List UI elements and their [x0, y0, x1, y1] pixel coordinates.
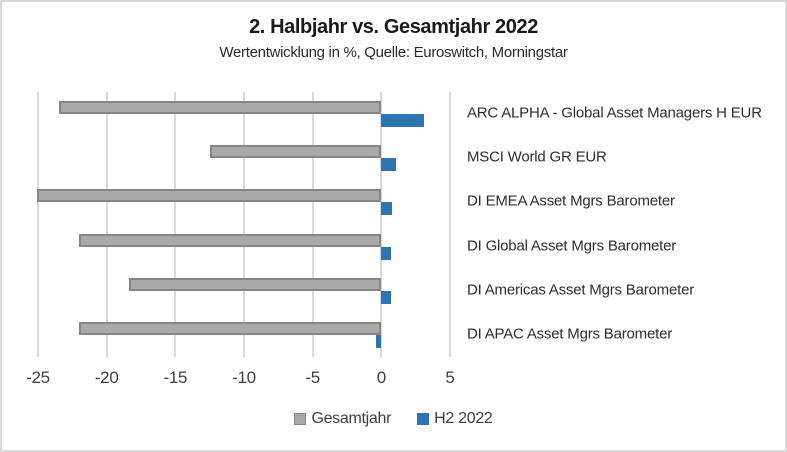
bar-h2-2022-2 — [381, 202, 393, 216]
bar-gesamtjahr-3 — [79, 233, 382, 247]
gridline-0 — [380, 92, 383, 357]
category-label-3: DI Global Asset Mgrs Barometer — [467, 237, 677, 255]
tick-label--20: -20 — [94, 368, 119, 387]
bar-h2-2022-1 — [381, 158, 397, 172]
chart-subtitle: Wertentwicklung in %, Quelle: Euroswitch… — [219, 44, 568, 61]
gridline--15 — [174, 92, 177, 357]
category-label-1: MSCI World GR EUR — [467, 148, 607, 166]
legend: Gesamtjahr H2 2022 — [2, 410, 785, 428]
gridline--5 — [311, 92, 314, 357]
legend-swatch-icon — [417, 413, 430, 425]
plot-area — [36, 92, 451, 357]
bar-h2-2022-4 — [381, 290, 391, 304]
category-label-2: DI EMEA Asset Mgrs Barometer — [467, 192, 675, 210]
tick-label--5: -5 — [305, 368, 320, 387]
chart-title: 2. Halbjahr vs. Gesamtjahr 2022 — [249, 16, 538, 38]
gridline--10 — [243, 92, 245, 357]
bar-gesamtjahr-2 — [36, 189, 382, 203]
bar-gesamtjahr-1 — [209, 145, 382, 159]
tick-label--25: -25 — [26, 368, 50, 387]
gridline--20 — [105, 92, 108, 357]
bar-h2-2022-3 — [381, 246, 391, 260]
bar-gesamtjahr-0 — [58, 101, 382, 115]
tick-label--10: -10 — [232, 368, 256, 387]
bar-gesamtjahr-5 — [79, 321, 382, 335]
legend-swatch-icon — [294, 413, 307, 425]
tick-label-0: 0 — [376, 368, 386, 387]
legend-item-h2-2022: H2 2022 — [417, 410, 493, 428]
gridline-5 — [449, 92, 451, 357]
category-label-5: DI APAC Asset Mgrs Barometer — [467, 325, 673, 343]
tick-label--15: -15 — [163, 368, 188, 387]
category-label-4: DI Americas Asset Mgrs Barometer — [467, 281, 695, 299]
tick-label-5: 5 — [445, 368, 455, 387]
category-label-0: ARC ALPHA - Global Asset Managers H EUR — [467, 104, 762, 122]
gridline--25 — [37, 92, 39, 357]
legend-item-gesamtjahr: Gesamtjahr — [294, 410, 391, 428]
legend-label: Gesamtjahr — [311, 410, 392, 427]
bar-h2-2022-0 — [381, 114, 424, 128]
bar-h2-2022-5 — [375, 334, 382, 348]
bar-gesamtjahr-4 — [128, 277, 382, 291]
legend-label: H2 2022 — [434, 410, 493, 427]
